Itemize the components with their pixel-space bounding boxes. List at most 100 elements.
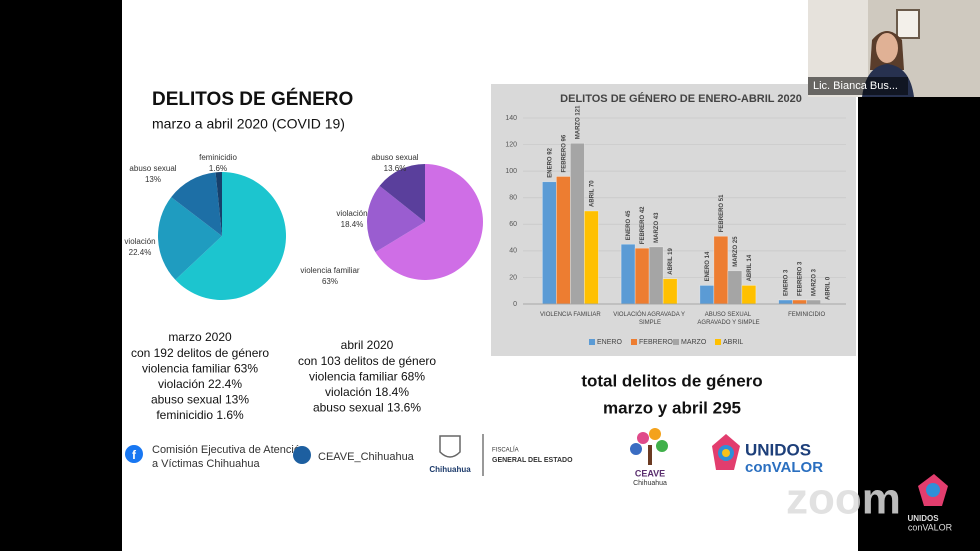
footer-text: CEAVE bbox=[635, 468, 665, 478]
slice-label: abuso sexual bbox=[129, 164, 176, 173]
legend-label: MARZO bbox=[681, 339, 707, 346]
data-label-value: 0 bbox=[825, 276, 831, 280]
bar bbox=[634, 247, 650, 305]
facebook-icon[interactable] bbox=[125, 445, 143, 463]
bar bbox=[699, 285, 715, 305]
data-label-series: ABRIL bbox=[746, 263, 752, 282]
footer-text: FISCALÍA bbox=[492, 447, 519, 454]
data-label-value: 42 bbox=[640, 206, 646, 213]
pie-slice bbox=[175, 172, 286, 300]
total-line: total delitos de género bbox=[581, 371, 762, 390]
name-tag bbox=[808, 77, 908, 95]
data-label: MARZO 3 bbox=[811, 268, 817, 296]
chart-title: DELITOS DE GÉNERO DE ENERO-ABRIL 2020 bbox=[560, 92, 802, 105]
twitter-icon[interactable] bbox=[293, 446, 311, 464]
person-face bbox=[876, 33, 898, 63]
footer-text: GENERAL DEL ESTADO bbox=[492, 457, 573, 464]
data-label: ENERO 3 bbox=[783, 269, 789, 296]
legend-label: ENERO bbox=[597, 339, 622, 346]
slice-value-label: 22.4% bbox=[129, 248, 152, 257]
slice-value-label: 63% bbox=[322, 277, 338, 286]
summary-line: abril 2020 bbox=[341, 338, 394, 352]
slice-label: violencia familiar bbox=[300, 266, 359, 275]
slice-value-label: 13.6% bbox=[384, 164, 407, 173]
slide-subtitle: marzo a abril 2020 (COVID 19) bbox=[152, 116, 345, 132]
data-label: MARZO 43 bbox=[654, 212, 660, 243]
data-label-series: ENERO bbox=[783, 274, 789, 296]
ceave-leaf bbox=[630, 443, 642, 455]
slice-value-label: 13% bbox=[145, 175, 161, 184]
summary-line: con 192 delitos de género bbox=[131, 346, 269, 360]
bar bbox=[620, 243, 636, 305]
pie-slice bbox=[158, 197, 222, 280]
bar bbox=[727, 270, 743, 305]
watermark-logo bbox=[926, 483, 940, 497]
y-tick-label: 140 bbox=[505, 115, 517, 122]
total-line: marzo y abril 295 bbox=[603, 398, 741, 417]
footer-text: Comisión Ejecutiva de Atención bbox=[152, 444, 306, 456]
data-label: ABRIL 19 bbox=[668, 248, 674, 275]
data-label-series: MARZO bbox=[575, 117, 581, 139]
data-label: FEBRERO 42 bbox=[640, 206, 646, 244]
pie-slice bbox=[171, 172, 222, 236]
ceave-leaf bbox=[637, 432, 649, 444]
data-label-value: 14 bbox=[704, 251, 710, 258]
unidos-logo bbox=[722, 449, 730, 457]
data-label-value: 19 bbox=[668, 248, 674, 255]
slice-label: feminicidio bbox=[199, 153, 237, 162]
bar bbox=[713, 235, 729, 305]
summary-line: violación 18.4% bbox=[325, 385, 409, 399]
slice-label: abuso sexual bbox=[371, 153, 418, 162]
state-emblem bbox=[439, 435, 461, 458]
legend-swatch bbox=[589, 339, 595, 345]
data-label-series: ENERO bbox=[704, 260, 710, 282]
data-label: ENERO 45 bbox=[626, 210, 632, 240]
data-label-series: FEBRERO bbox=[561, 143, 567, 173]
data-label-value: 3 bbox=[797, 261, 803, 265]
y-tick-label: 100 bbox=[505, 168, 517, 175]
data-label: ABRIL 14 bbox=[746, 254, 752, 281]
data-label-series: ABRIL bbox=[668, 256, 674, 275]
footer-text: CEAVE_Chihuahua bbox=[318, 451, 415, 463]
summary-line: violencia familiar 68% bbox=[309, 369, 425, 383]
ceave-leaf bbox=[649, 428, 661, 440]
x-tick-label: VIOLACIÓN AGRAVADA Y SIMPLE bbox=[613, 311, 685, 326]
pie-slice bbox=[366, 185, 425, 253]
data-label-value: 43 bbox=[654, 212, 660, 219]
footer-text: a Víctimas Chihuahua bbox=[152, 458, 260, 470]
bar bbox=[792, 299, 807, 305]
facebook-glyph: f bbox=[132, 448, 137, 462]
data-label-value: 70 bbox=[589, 180, 595, 187]
data-label-series: MARZO bbox=[732, 244, 738, 266]
data-label-series: ABRIL bbox=[589, 188, 595, 207]
y-tick-label: 60 bbox=[509, 221, 517, 228]
ceave-leaf bbox=[656, 440, 668, 452]
data-label-value: 96 bbox=[561, 134, 567, 141]
data-label-series: FEBRERO bbox=[718, 203, 724, 233]
frame bbox=[896, 9, 920, 39]
pie-slice bbox=[379, 164, 425, 222]
zoom-watermark: zoom bbox=[786, 475, 901, 524]
data-label-value: 121 bbox=[575, 105, 581, 116]
x-tick-label: ABUSO SEXUAL AGRAVADO Y SIMPLE bbox=[696, 312, 760, 326]
participant-name: Lic. Bianca Bus... bbox=[813, 80, 898, 92]
data-label: ENERO 14 bbox=[704, 251, 710, 281]
summary-line: violencia familiar 63% bbox=[142, 361, 258, 375]
footer-text: conVALOR bbox=[745, 459, 823, 476]
watermark-text: conVALOR bbox=[908, 522, 953, 532]
slice-value-label: 1.6% bbox=[209, 164, 227, 173]
bar bbox=[556, 176, 571, 305]
data-label-series: ABRIL bbox=[825, 281, 831, 300]
bar bbox=[584, 210, 599, 305]
data-label-value: 51 bbox=[718, 194, 724, 201]
legend-swatch bbox=[673, 339, 679, 345]
x-tick-label: VIOLENCIA FAMILIAR bbox=[540, 312, 601, 318]
bar bbox=[662, 278, 678, 305]
data-label-series: MARZO bbox=[654, 221, 660, 243]
data-label-value: 25 bbox=[732, 236, 738, 243]
data-label-value: 3 bbox=[783, 269, 789, 273]
slice-value-label: 18.4% bbox=[341, 220, 364, 229]
data-label: ENERO 92 bbox=[547, 147, 553, 177]
summary-line: abuso sexual 13.6% bbox=[313, 401, 421, 415]
pie-slice bbox=[215, 172, 222, 236]
